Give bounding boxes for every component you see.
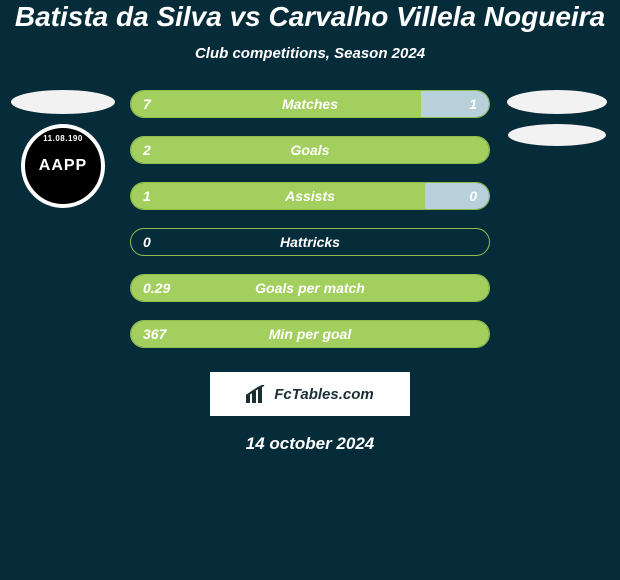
stat-row: 367 Min per goal [130,320,490,348]
content-area: 11.08.190 AAPP 7Matches12Goals1Assists00… [0,90,620,454]
watermark: FcTables.com [210,372,410,416]
subtitle: Club competitions, Season 2024 [0,45,620,62]
stats-bars: 7 Matches 1 2 Goals 1 Assists 0 0 Hattricks 0.29 Go… [130,90,490,348]
club-badge-main-text: AAPP [39,157,87,175]
player-right-avatar-placeholder-2 [508,124,606,146]
player-right-column [502,90,612,146]
stat-fill-left [131,91,421,117]
stat-value-left: 0.29 [143,280,170,296]
stat-fill-right [425,183,489,209]
player-left-column: 11.08.190 AAPP [8,90,118,208]
club-badge-top-text: 11.08.190 [43,134,83,143]
stat-label: Goals per match [255,280,365,296]
stat-fill-left [131,183,425,209]
player-left-club-badge: 11.08.190 AAPP [21,124,105,208]
stat-row: 7 Matches 1 [130,90,490,118]
watermark-text: FcTables.com [274,386,373,403]
stat-label: Hattricks [280,234,340,250]
stat-label: Min per goal [269,326,351,342]
stat-value-left: 7 [143,96,151,112]
player-left-avatar-placeholder [11,90,115,114]
player-right-avatar-placeholder-1 [507,90,607,114]
stat-label: Matches [282,96,338,112]
stat-label: Goals [291,142,330,158]
stat-row: 0 Hattricks [130,228,490,256]
watermark-chart-icon [246,385,268,403]
date-text: 14 october 2024 [0,434,620,454]
stat-value-right: 0 [469,188,477,204]
stat-fill-right [421,91,489,117]
stat-value-left: 2 [143,142,151,158]
stat-label: Assists [285,188,335,204]
stat-value-left: 1 [143,188,151,204]
stat-value-left: 0 [143,234,151,250]
page-title: Batista da Silva vs Carvalho Villela Nog… [0,2,620,31]
stat-row: 0.29 Goals per match [130,274,490,302]
stat-row: 1 Assists 0 [130,182,490,210]
stat-value-right: 1 [469,96,477,112]
comparison-infographic: Batista da Silva vs Carvalho Villela Nog… [0,0,620,580]
stat-value-left: 367 [143,326,166,342]
stat-row: 2 Goals [130,136,490,164]
